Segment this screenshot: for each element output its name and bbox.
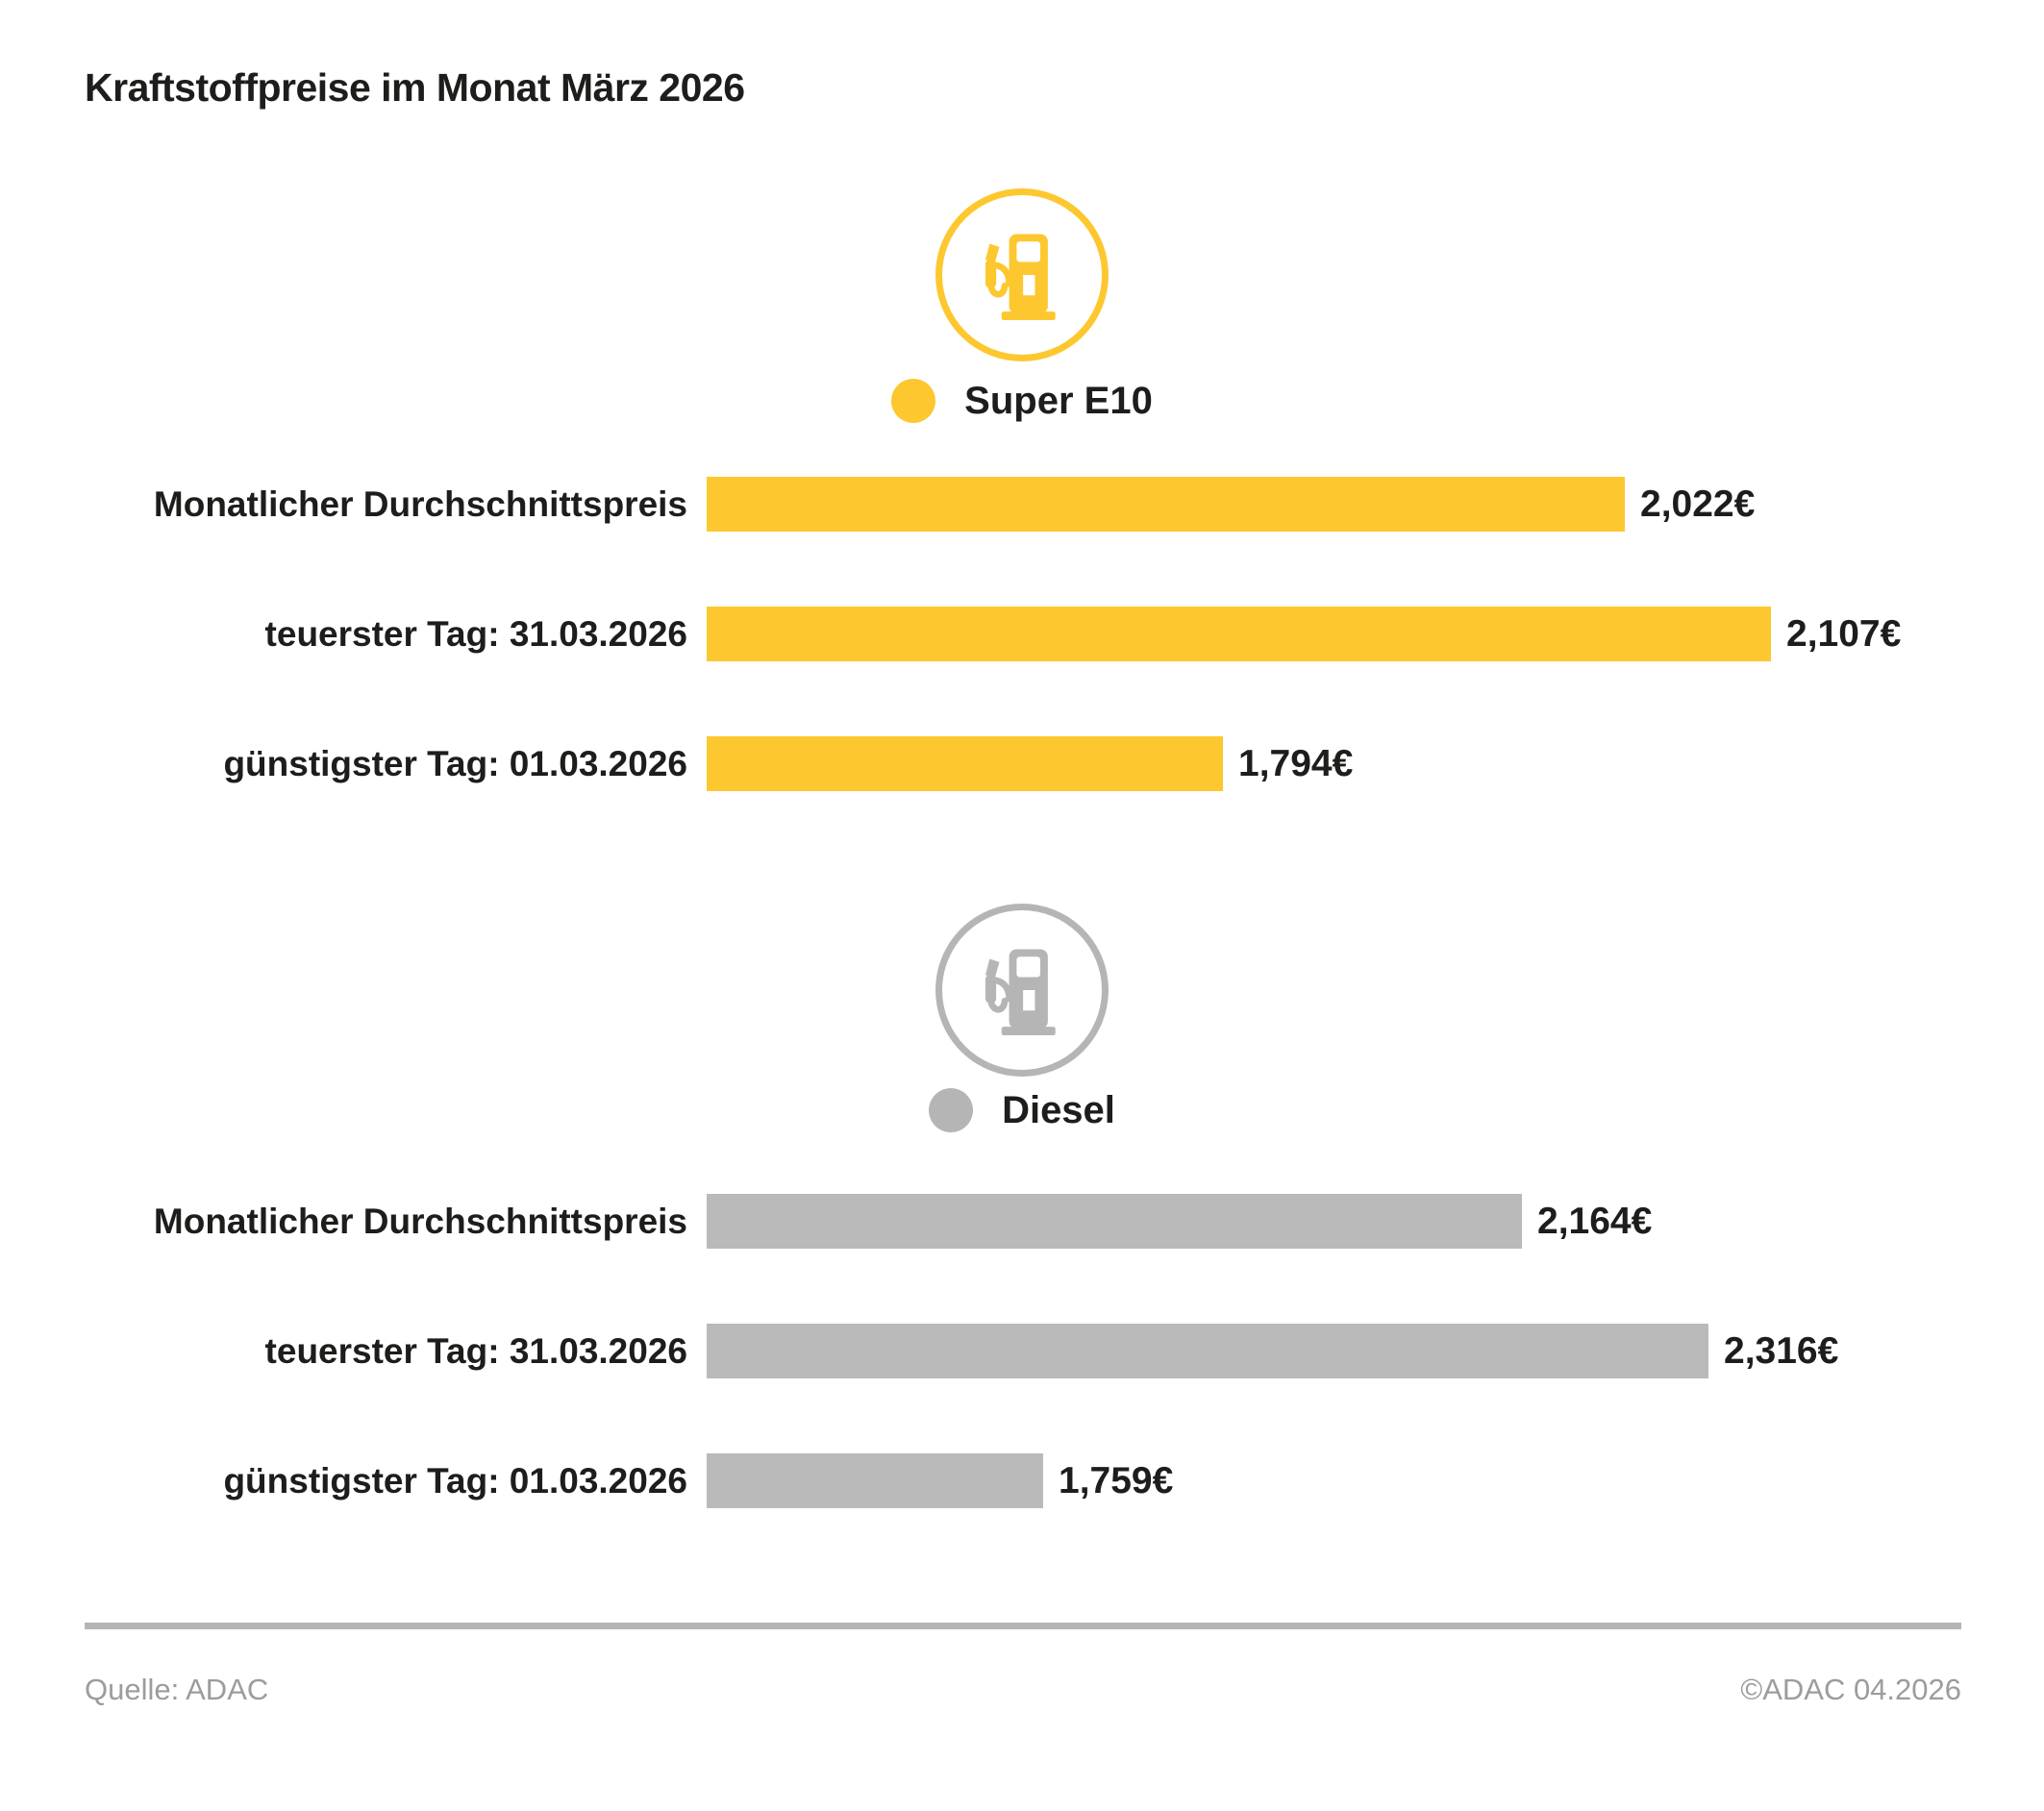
category-label: günstigster Tag: 01.03.2026 [223,1460,687,1501]
bar-diesel-avg [707,1194,1522,1249]
bar-diesel-max [707,1324,1708,1378]
page-title: Kraftstoffpreise im Monat März 2026 [85,65,745,110]
bar-super-avg [707,477,1625,532]
category-label: günstigster Tag: 01.03.2026 [223,743,687,783]
diesel-icon-wrap [0,904,2044,1077]
super-e10-legend-label: Super E10 [964,379,1153,422]
bar-row: teuerster Tag: 31.03.2026 2,316€ [38,1324,1838,1378]
bar-row: günstigster Tag: 01.03.2026 1,759€ [38,1453,1838,1508]
bar-row: Monatlicher Durchschnittspreis 2,022€ [38,477,1901,532]
bar-value-label: 2,022€ [1640,483,1756,525]
super-e10-legend-dot [891,379,936,423]
diesel-legend-label: Diesel [1002,1088,1115,1131]
bar-value-label: 2,316€ [1724,1329,1839,1372]
bar-super-min [707,736,1223,791]
copyright-note: ©ADAC 04.2026 [1740,1673,1961,1706]
bar-value-label: 2,164€ [1537,1200,1653,1242]
fuel-pump-icon [935,904,1109,1077]
bar-row: günstigster Tag: 01.03.2026 1,794€ [38,736,1901,791]
bar-row: Monatlicher Durchschnittspreis 2,164€ [38,1194,1838,1249]
bar-diesel-min [707,1453,1043,1508]
category-label: teuerster Tag: 31.03.2026 [264,1330,687,1371]
bar-value-label: 2,107€ [1786,612,1902,655]
category-label: teuerster Tag: 31.03.2026 [264,613,687,654]
diesel-bar-chart: Monatlicher Durchschnittspreis 2,164€ te… [38,1194,1838,1583]
super-e10-icon-wrap [0,188,2044,361]
source-note: Quelle: ADAC [85,1673,269,1706]
super-e10-legend: Super E10 [0,379,2044,423]
category-label: Monatlicher Durchschnittspreis [153,484,687,524]
diesel-legend-dot [929,1088,974,1132]
footer-divider [85,1623,1961,1629]
bar-super-max [707,607,1771,661]
category-label: Monatlicher Durchschnittspreis [153,1201,687,1241]
bar-row: teuerster Tag: 31.03.2026 2,107€ [38,607,1901,661]
diesel-legend: Diesel [0,1088,2044,1132]
bar-value-label: 1,794€ [1238,742,1354,784]
fuel-pump-icon [935,188,1109,361]
bar-value-label: 1,759€ [1059,1459,1174,1501]
super-e10-bar-chart: Monatlicher Durchschnittspreis 2,022€ te… [38,477,1901,866]
